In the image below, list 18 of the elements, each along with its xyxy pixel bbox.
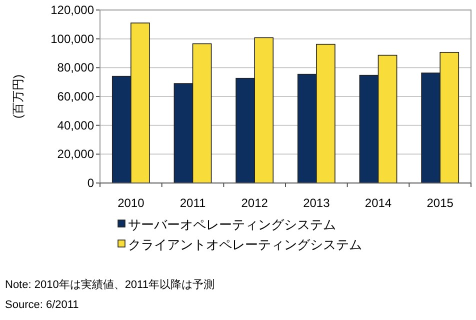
- x-tick-label: 2012: [241, 196, 268, 210]
- x-tick-label: 2015: [426, 196, 454, 210]
- x-tick-label: 2013: [303, 196, 330, 210]
- x-tick-label: 2014: [364, 196, 392, 210]
- text: Note: 2010年は実績値、2011年以降は予測: [5, 278, 214, 291]
- y-tick-label: 20,000: [57, 147, 94, 162]
- y-tick-label: 60,000: [57, 90, 94, 104]
- legend-label: クライアントオペレーティングシステム: [128, 237, 362, 252]
- x-tick-label: 2011: [180, 196, 206, 210]
- y-tick-label: 120,000: [50, 3, 94, 17]
- y-tick-label: 40,000: [57, 118, 94, 132]
- legend-label: サーバーオペレーティングシステム: [128, 217, 336, 232]
- y-tick-label: 0: [87, 176, 94, 190]
- y-axis-title: (百万円): [11, 74, 25, 118]
- source-note: Source: 6/2011: [5, 299, 79, 311]
- y-tick-label: 80,000: [57, 60, 94, 75]
- x-tick-label: 2010: [118, 196, 145, 210]
- y-tick-label: 100,000: [50, 32, 94, 46]
